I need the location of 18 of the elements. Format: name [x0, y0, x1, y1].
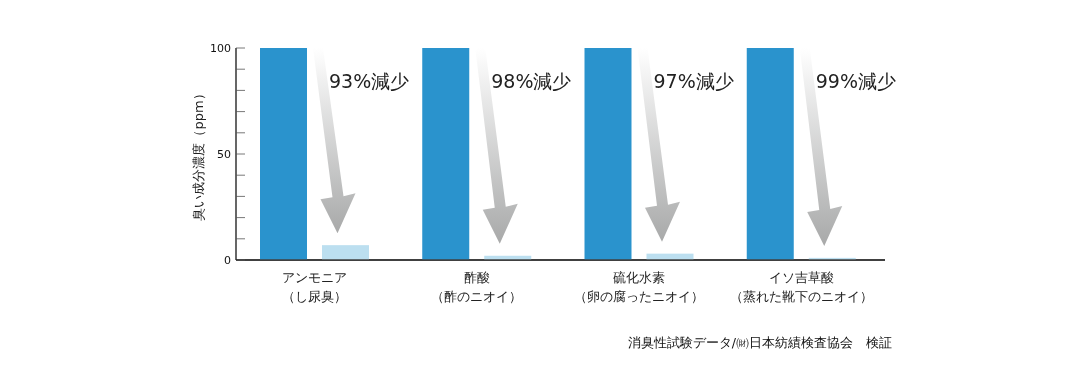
bar: [422, 48, 470, 260]
annotation: 93%減少: [329, 70, 410, 92]
bar: [260, 48, 307, 260]
annotation: 98%減少: [491, 70, 572, 92]
y-tick-label: 50: [217, 148, 231, 161]
bar: [746, 48, 794, 260]
y-tick-label: 100: [210, 42, 231, 55]
y-axis-title: 臭い成分濃度（ppm）: [191, 87, 206, 221]
annotation: 97%減少: [653, 70, 734, 92]
y-tick-label: 0: [224, 254, 231, 267]
bar: [322, 245, 369, 260]
x-tick-label: 酢酸（酢のニオイ）: [431, 270, 523, 304]
x-tick-label: 硫化水素（卵の腐ったニオイ）: [574, 270, 704, 304]
bar: [584, 48, 632, 260]
x-tick-label: イソ吉草酸（蒸れた靴下のニオイ）: [729, 270, 873, 304]
text: 消臭性試験データ/㈶日本紡績検査協会 検証: [627, 335, 892, 350]
x-tick-label: アンモニア（し尿臭）: [282, 270, 347, 304]
annotation: 99%減少: [815, 70, 896, 92]
